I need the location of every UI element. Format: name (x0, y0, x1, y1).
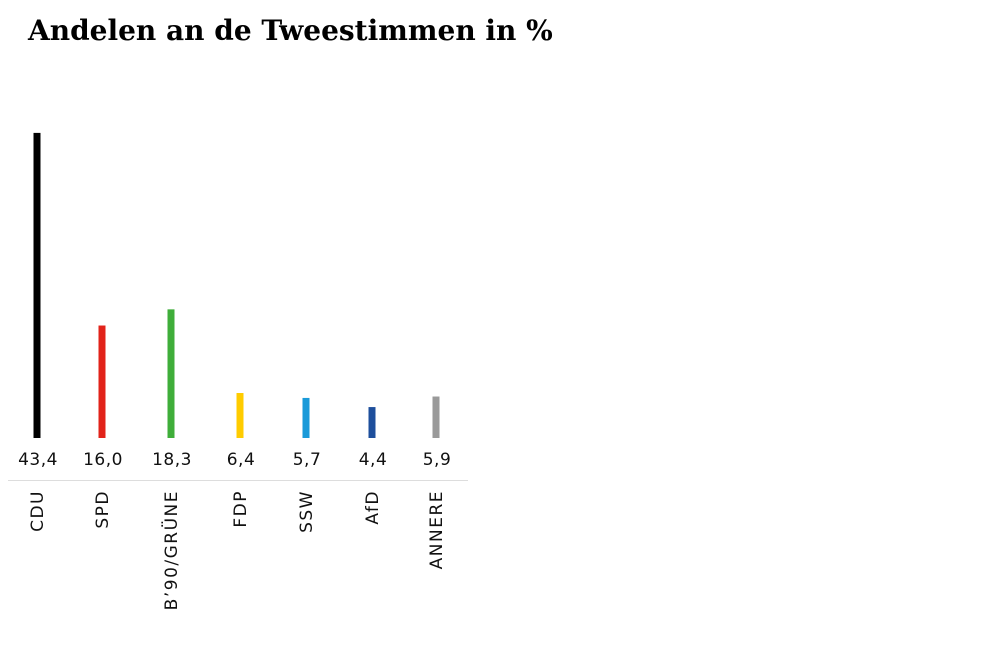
value-label: 16,0 (83, 450, 123, 470)
value-label: 5,9 (423, 450, 452, 470)
bar (98, 325, 106, 438)
value-label: 6,4 (227, 450, 256, 470)
value-label: 43,4 (18, 450, 58, 470)
bar (167, 309, 175, 438)
value-label: 5,7 (293, 450, 322, 470)
category-label: AfD (363, 490, 383, 525)
value-label: 18,3 (152, 450, 192, 470)
category-label: SSW (297, 490, 317, 533)
bar (236, 393, 244, 438)
bar (368, 407, 376, 438)
category-label: CDU (28, 490, 48, 532)
category-label: FDP (231, 490, 251, 528)
value-label: 4,4 (359, 450, 388, 470)
category-label: ANNERE (427, 490, 447, 569)
chart-title: Andelen an de Tweestimmen in % (27, 14, 553, 47)
bar (302, 397, 310, 438)
bar (432, 396, 440, 438)
bar (33, 132, 41, 438)
category-label: SPD (93, 490, 113, 529)
category-label: B’90/GRÜNE (160, 490, 182, 610)
